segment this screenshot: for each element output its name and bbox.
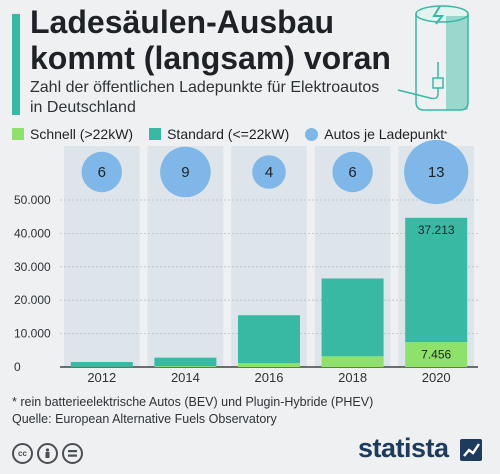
y-tick-label: 0 — [14, 360, 21, 374]
bar-fast-2014 — [154, 366, 217, 367]
cars-per-point-label: 6 — [348, 164, 356, 181]
cars-per-point-label: 4 — [265, 164, 273, 181]
legend-label-cars: Autos je Ladepunkt — [324, 126, 445, 142]
bar-standard-2014 — [154, 357, 217, 367]
legend-item-standard: Standard (<=22kW) — [149, 126, 289, 142]
y-tick-label: 10.000 — [14, 327, 51, 341]
legend-label-standard: Standard (<=22kW) — [167, 126, 290, 142]
cars-per-point-label: 9 — [181, 164, 189, 181]
bar-fast-2020 — [405, 342, 468, 367]
cars-per-point-label: 6 — [98, 164, 106, 181]
nd-icon — [62, 443, 83, 464]
y-tick-label: 30.000 — [14, 260, 51, 274]
cars-per-point-bubble-2012 — [81, 151, 123, 193]
by-icon — [37, 443, 58, 464]
cars-per-point-bubble-2016 — [252, 155, 286, 189]
y-tick-label: 20.000 — [14, 293, 51, 307]
chart-legend: Schnell (>22kW) Standard (<=22kW) Autos … — [12, 126, 463, 142]
legend-item-fast: Schnell (>22kW) — [12, 126, 133, 142]
legend-label-fast: Schnell (>22kW) — [30, 126, 134, 142]
data-label-standard: 37.213 — [418, 223, 455, 237]
y-tick-label: 50.000 — [14, 193, 51, 207]
legend-footnote-marker: * — [444, 129, 448, 139]
title-accent-bar — [12, 14, 20, 115]
legend-swatch-standard — [149, 128, 162, 140]
bar-standard-2020 — [405, 217, 468, 343]
cars-per-point-bubble-2018 — [332, 151, 373, 193]
bar-fast-2016 — [238, 362, 300, 367]
cc-icon: cc — [12, 443, 33, 464]
data-label-fast: 7.456 — [421, 348, 451, 362]
bar-standard-2018 — [321, 278, 384, 357]
license-icons: cc — [12, 443, 87, 464]
statista-logo-mark — [460, 439, 482, 461]
chart-title: Ladesäulen-Ausbau kommt (langsam) voran — [30, 4, 391, 76]
footnote-definition: * rein batterieelektrische Autos (BEV) u… — [12, 395, 374, 409]
bar-standard-2012 — [70, 361, 133, 367]
source-note: Quelle: European Alternative Fuels Obser… — [12, 412, 277, 426]
y-tick-label: 40.000 — [14, 226, 51, 240]
x-tick-label: 2014 — [171, 370, 200, 385]
charging-station-icon — [397, 5, 469, 111]
x-tick-label: 2016 — [255, 370, 284, 385]
bar-standard-2016 — [238, 315, 300, 363]
x-tick-label: 2012 — [87, 370, 116, 385]
statista-logo: statista — [358, 433, 449, 463]
cars-per-point-bubble-2020 — [404, 139, 469, 205]
legend-swatch-cars — [305, 127, 319, 141]
cars-per-point-bubble-2014 — [160, 146, 211, 198]
legend-swatch-fast — [12, 128, 24, 140]
chart-subtitle: Zahl der öffentlichen Ladepunkte für Ele… — [30, 79, 380, 116]
legend-item-cars: Autos je Ladepunkt * — [305, 126, 447, 142]
bar-fast-2018 — [321, 356, 384, 367]
cars-per-point-label: 13 — [428, 164, 445, 181]
x-tick-label: 2018 — [338, 370, 367, 385]
x-tick-label: 2020 — [422, 370, 451, 385]
footnote: * rein batterieelektrische Autos (BEV) u… — [12, 394, 373, 428]
